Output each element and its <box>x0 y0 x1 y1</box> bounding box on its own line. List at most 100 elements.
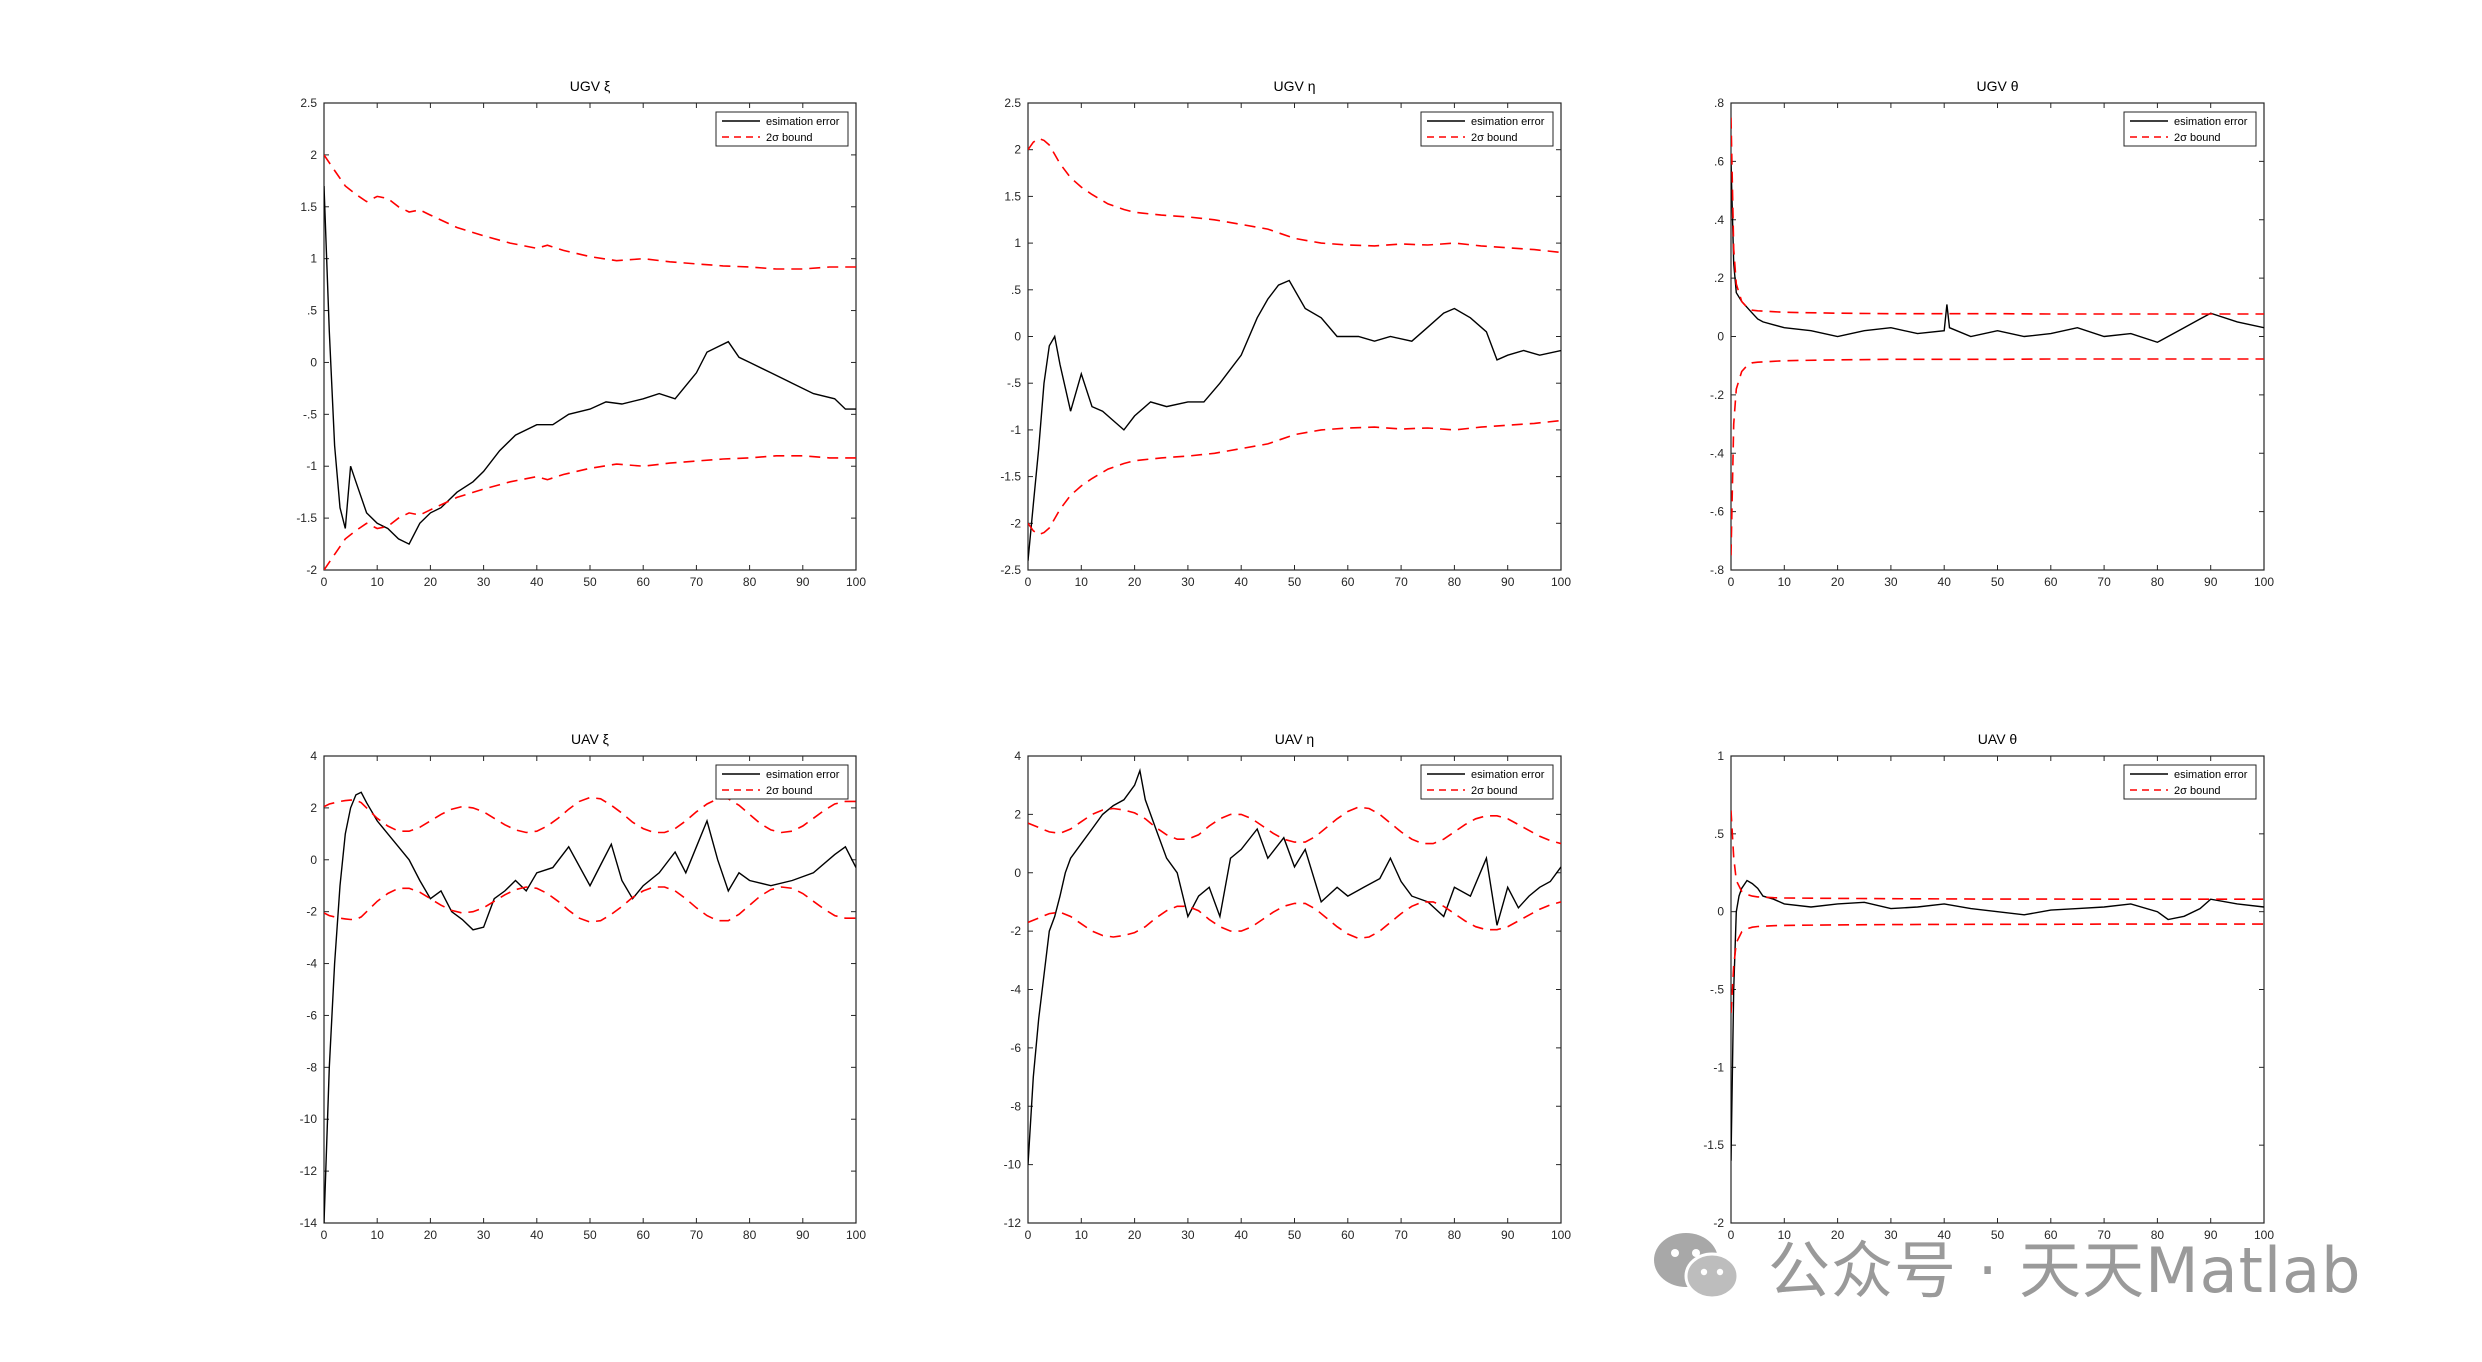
x-tick-label: 50 <box>583 575 597 589</box>
y-tick-label: -.2 <box>1710 388 1724 402</box>
chart-6: UAV θ 0 10 20 30 40 50 60 70 80 90 100 -2 -1.5 -1 -.5 0.… <box>1703 731 2274 1242</box>
legend-box <box>715 111 849 147</box>
legend-label: esimation error <box>2174 769 2248 781</box>
x-tick-label: 30 <box>1181 575 1195 589</box>
bound-upper-line <box>324 796 856 834</box>
y-tick-label: -.5 <box>1710 983 1724 997</box>
x-tick-label: 70 <box>2097 575 2111 589</box>
y-tick-label: 2 <box>310 801 317 815</box>
x-tick-label: 70 <box>690 575 704 589</box>
y-tick-label: -.5 <box>1007 376 1021 390</box>
legend: esimation error 2σ bound <box>2123 111 2257 147</box>
x-tick-label: 10 <box>371 1228 385 1242</box>
plot-lines <box>1731 117 2264 556</box>
chart-title: UAV ξ <box>571 731 609 747</box>
x-tick-label: 60 <box>637 575 651 589</box>
chart-title: UGV θ <box>1976 78 2018 94</box>
y-tick-label: .5 <box>1714 827 1724 841</box>
x-tick-label: 30 <box>477 575 491 589</box>
x-tick-label: 80 <box>2151 1228 2165 1242</box>
x-tick-label: 30 <box>1884 575 1898 589</box>
x-tick-label: 0 <box>1025 1228 1032 1242</box>
x-tick-label: 10 <box>1778 1228 1792 1242</box>
legend-label: esimation error <box>1471 769 1545 781</box>
chart-title: UGV ξ <box>570 78 611 94</box>
y-tick-label: 0 <box>310 853 317 867</box>
y-tick-label: 2.5 <box>1004 96 1021 110</box>
x-tick-label: 90 <box>1501 575 1515 589</box>
wechat-icon <box>1654 1233 1740 1300</box>
x-tick-label: 10 <box>1778 575 1792 589</box>
x-tick-label: 50 <box>1288 1228 1302 1242</box>
y-tick-label: -8 <box>1010 1099 1021 1113</box>
x-tick-label: 70 <box>690 1228 704 1242</box>
legend-label: esimation error <box>766 116 840 128</box>
y-tick-label: -2.5 <box>1000 563 1021 577</box>
legend: esimation error 2σ bound <box>715 111 849 147</box>
plot-area <box>1027 102 1562 571</box>
plot-lines <box>1731 810 2264 1161</box>
legend-label: 2σ bound <box>2174 785 2221 797</box>
y-tick-label: 4 <box>1014 749 1021 763</box>
legend-label: 2σ bound <box>766 785 813 797</box>
x-tick-label: 80 <box>743 1228 757 1242</box>
legend-label: 2σ bound <box>2174 132 2221 144</box>
x-tick-label: 80 <box>1448 1228 1462 1242</box>
x-tick-label: 60 <box>2044 575 2058 589</box>
error-line <box>1028 767 1561 1165</box>
y-tick-label: -1 <box>306 459 317 473</box>
chart-1: UGV ξ 0 10 20 30 40 50 60 70 80 90 100 -2 -1.5 -1 -.5 0.… <box>296 78 866 589</box>
y-tick-label: 1.5 <box>300 200 317 214</box>
y-tick-label: .4 <box>1714 213 1724 227</box>
x-tick-label: 90 <box>796 1228 810 1242</box>
y-tick-label: -12 <box>1004 1216 1022 1230</box>
legend-box <box>2123 111 2257 147</box>
x-tick-label: 90 <box>2204 575 2218 589</box>
x-tick-label: 100 <box>2254 1228 2274 1242</box>
y-tick-label: .5 <box>1011 283 1021 297</box>
y-tick-label: 2 <box>1014 807 1021 821</box>
legend: esimation error 2σ bound <box>1420 111 1554 147</box>
x-tick-label: 30 <box>477 1228 491 1242</box>
x-tick-label: 0 <box>1025 575 1032 589</box>
y-tick-label: .2 <box>1714 271 1724 285</box>
x-tick-label: 50 <box>583 1228 597 1242</box>
y-tick-label: 0 <box>1717 330 1724 344</box>
x-tick-label: 20 <box>1831 1228 1845 1242</box>
legend-label: 2σ bound <box>1471 785 1518 797</box>
x-tick-label: 40 <box>1938 1228 1952 1242</box>
y-tick-label: -10 <box>300 1112 318 1126</box>
chart-2: UGV η0 10 20 30 40 50 60 70 80 90 100-2.5-2-1.5-1-… <box>1000 78 1571 589</box>
x-tick-label: 0 <box>321 575 328 589</box>
x-tick-label: 50 <box>1288 575 1302 589</box>
bound-lower-line <box>1731 358 2264 556</box>
x-tick-label: 80 <box>743 575 757 589</box>
x-tick-label: 70 <box>1394 575 1408 589</box>
x-tick-label: 90 <box>2204 1228 2218 1242</box>
y-tick-label: 0 <box>310 355 317 369</box>
plot-area <box>1027 755 1562 1224</box>
watermark-text: 公众号 · 天天Matlab <box>1768 1234 2362 1307</box>
x-tick-label: 100 <box>1551 1228 1571 1242</box>
y-tick-label: -1 <box>1010 423 1021 437</box>
chart-title: UAV η <box>1275 731 1314 747</box>
x-tick-label: 20 <box>1128 575 1142 589</box>
y-tick-label: 1.5 <box>1004 189 1021 203</box>
chart-5: UAV η0 10 20 30 40 50 60 70 80 90 100-12-10-8-6-4-… <box>1004 731 1572 1242</box>
x-tick-label: 100 <box>846 1228 866 1242</box>
y-tick-label: 0 <box>1014 330 1021 344</box>
x-tick-label: 20 <box>1128 1228 1142 1242</box>
chart-title: UAV θ <box>1978 731 2018 747</box>
y-tick-label: -4 <box>306 957 317 971</box>
y-tick-label: 0 <box>1717 905 1724 919</box>
y-tick-label: -1.5 <box>1703 1138 1724 1152</box>
x-tick-label: 50 <box>1991 1228 2005 1242</box>
y-tick-label: .8 <box>1714 96 1724 110</box>
x-tick-label: 70 <box>1394 1228 1408 1242</box>
y-tick-label: -1.5 <box>296 511 317 525</box>
x-tick-label: 40 <box>1235 1228 1249 1242</box>
y-tick-label: 1 <box>1717 749 1724 763</box>
x-tick-label: 0 <box>321 1228 328 1242</box>
y-tick-label: -2 <box>1713 1216 1724 1230</box>
x-tick-label: 70 <box>2097 1228 2111 1242</box>
